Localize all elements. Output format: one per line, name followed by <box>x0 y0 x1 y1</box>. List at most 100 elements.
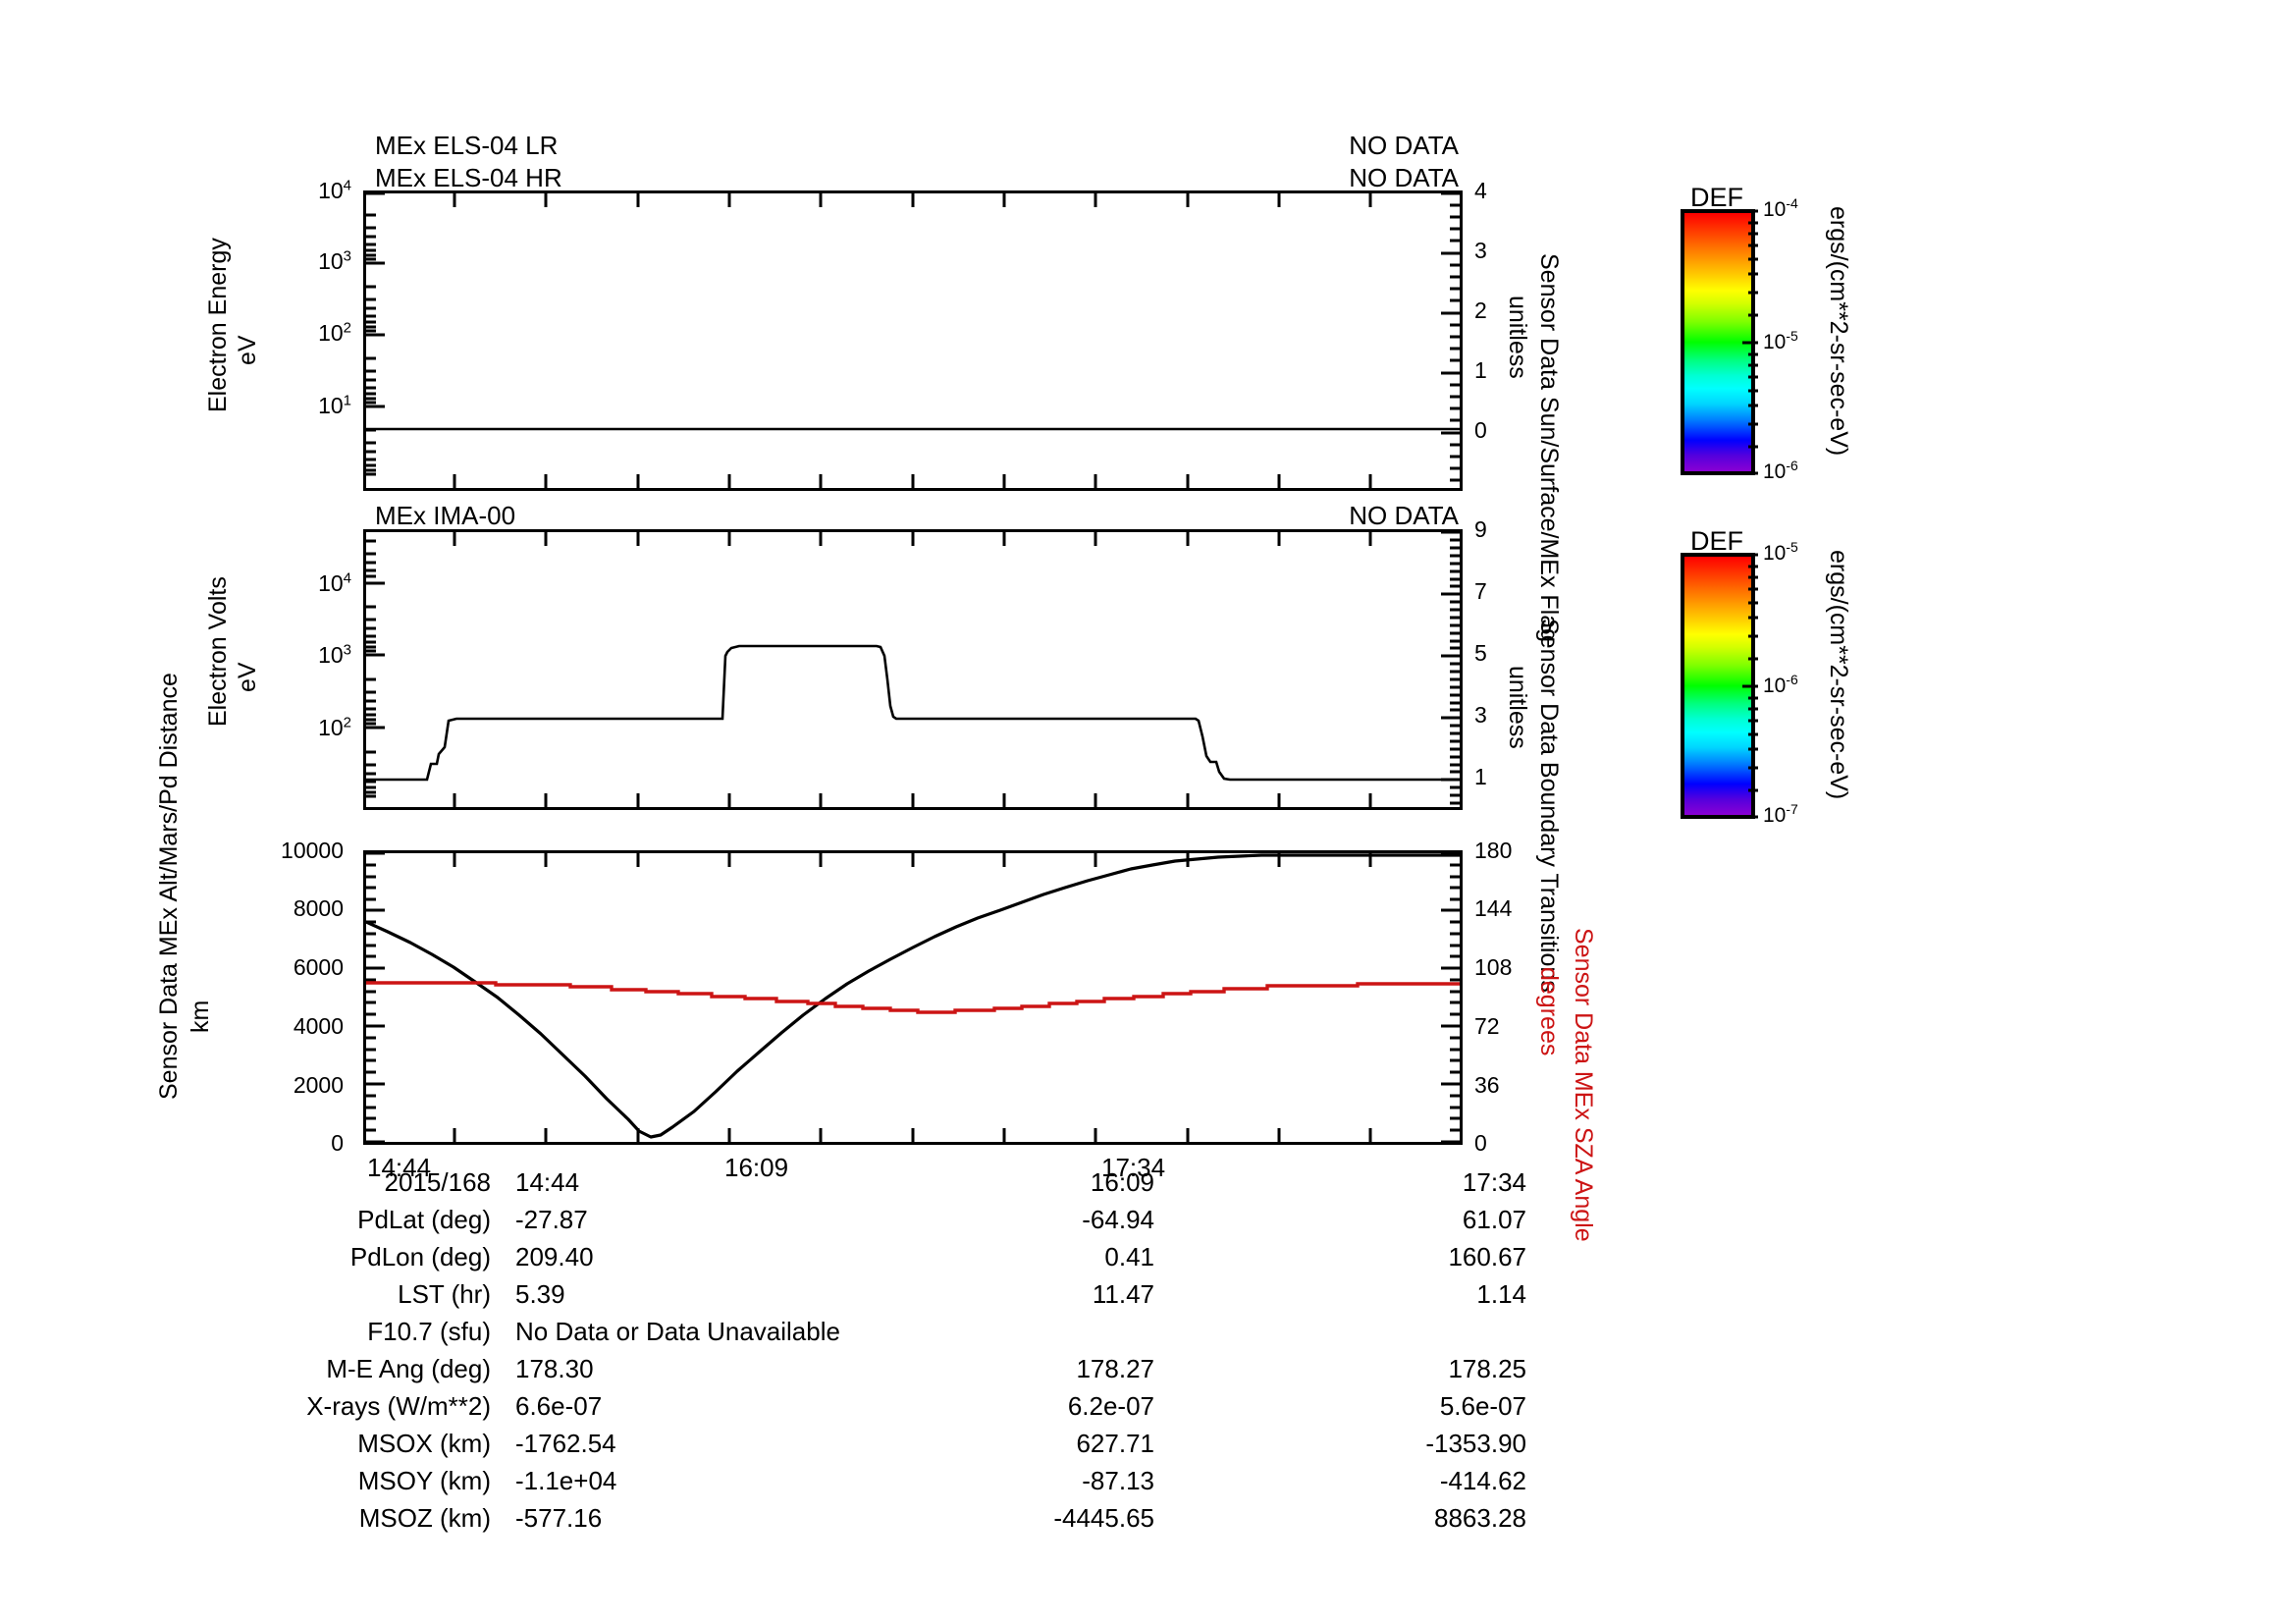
panel-3-right-ytick-36: 36 <box>1474 1072 1500 1098</box>
table-row: MSOX (km) -1762.54 627.71 -1353.90 <box>0 1425 1526 1462</box>
panel-1-right-ytick-1: 1 <box>1474 357 1487 383</box>
panel-3-right-ytick-0: 0 <box>1474 1130 1487 1156</box>
panel-3-right-ytick-108: 108 <box>1474 954 1513 980</box>
row-value-1: 627.71 <box>1076 1429 1154 1458</box>
panel-1-right-ytick-4: 4 <box>1474 178 1487 203</box>
colorbar-1-units: ergs/(cm**2-sr-sec-eV) <box>1825 206 1852 457</box>
panel-2-ytick-1: 103 <box>318 641 351 668</box>
panel-3-frame <box>363 850 1463 1145</box>
table-row: PdLat (deg) -27.87 -64.94 61.07 <box>0 1201 1526 1238</box>
panel-3-right-axis-units: degrees <box>1535 967 1563 1056</box>
row-value-2: 1.14 <box>1476 1279 1526 1309</box>
colorbar-1-tick-1: 10-5 <box>1763 328 1798 353</box>
panel-2-data-line <box>366 644 1460 782</box>
panel-1-ytick-0: 104 <box>318 177 351 203</box>
row-label: MSOZ (km) <box>358 1503 491 1533</box>
panel-3-ytick-8000: 8000 <box>293 895 344 921</box>
panel-1-ytick-1: 103 <box>318 247 351 274</box>
colorbar-2-tick-2: 10-7 <box>1763 801 1798 827</box>
panel-1-right-ytick-0: 0 <box>1474 417 1487 443</box>
panel-1-right-axis-units: unitless <box>1504 296 1531 379</box>
colorbar-1-title: DEF <box>1690 183 1743 212</box>
panel-3-right-ytick-144: 144 <box>1474 895 1513 921</box>
table-row: X-rays (W/m**2) 6.6e-07 6.2e-07 5.6e-07 <box>0 1387 1526 1425</box>
row-value-2: -414.62 <box>1439 1466 1526 1495</box>
row-value-0: 14:44 <box>515 1167 580 1197</box>
table-row: MSOY (km) -1.1e+04 -87.13 -414.62 <box>0 1462 1526 1499</box>
panel-2-right-axis-units: unitless <box>1504 666 1531 749</box>
row-value-2: 178.25 <box>1448 1354 1526 1383</box>
panel-3-right-axis-title: Sensor Data MEx SZA Angle <box>1570 928 1597 1242</box>
row-value-0: 5.39 <box>515 1279 565 1309</box>
row-label: PdLon (deg) <box>349 1242 491 1271</box>
row-value-2: 61.07 <box>1462 1205 1526 1234</box>
row-label: 2015/168 <box>384 1167 491 1197</box>
colorbar-2-tick-0: 10-5 <box>1763 539 1798 565</box>
panel-2-ytick-2: 102 <box>318 714 351 740</box>
row-value-1: 178.27 <box>1076 1354 1154 1383</box>
row-value-1: 16:09 <box>1090 1167 1154 1197</box>
colorbar-1-tick-2: 10-6 <box>1763 458 1798 483</box>
panel-3-ytick-0: 0 <box>331 1130 344 1156</box>
panel-2-right-ytick-1: 1 <box>1474 764 1487 789</box>
colorbar-2-tick-1: 10-6 <box>1763 672 1798 697</box>
panel-1-right-ytick-2: 2 <box>1474 298 1487 323</box>
row-value-1: 0.41 <box>1104 1242 1154 1271</box>
table-row: MSOZ (km) -577.16 -4445.65 8863.28 <box>0 1499 1526 1537</box>
panel-2-left-axis-units: eV <box>234 662 261 692</box>
table-row: 2015/168 14:44 16:09 17:34 <box>0 1163 1526 1201</box>
colorbar-2-title: DEF <box>1690 526 1743 556</box>
row-value-2: 160.67 <box>1448 1242 1526 1271</box>
panel-3-ytick-6000: 6000 <box>293 954 344 980</box>
table-row: F10.7 (sfu) No Data or Data Unavailable <box>0 1313 1217 1350</box>
row-value-0: 6.6e-07 <box>515 1391 603 1421</box>
panel-3-left-axis-title: Sensor Data MEx Alt/Mars/Pd Distance <box>155 673 183 1100</box>
panel-2-left-axis-title: Electron Volts <box>204 576 232 727</box>
row-value-0: -27.87 <box>515 1205 588 1234</box>
panel-3-ticks <box>363 850 1463 1145</box>
row-value-0: -1.1e+04 <box>515 1466 617 1495</box>
row-value-2: 8863.28 <box>1434 1503 1526 1533</box>
row-value-2: 5.6e-07 <box>1439 1391 1526 1421</box>
panel-2-right-ytick-9: 9 <box>1474 516 1487 542</box>
row-value-2: 17:34 <box>1462 1167 1526 1197</box>
panel-1-ticks <box>363 190 1463 491</box>
row-value-1: -4445.65 <box>1053 1503 1154 1533</box>
xaxis-tick-label-2: 17:34 <box>1101 1153 1166 1182</box>
panel-3-ytick-4000: 4000 <box>293 1013 344 1039</box>
panel-1-ytick-3: 101 <box>318 392 351 418</box>
altitude-curve <box>366 853 1460 1139</box>
panel-2-right-axis-title: Sensor Data Boundary Transitions <box>1535 619 1563 993</box>
row-value-wide: No Data or Data Unavailable <box>515 1317 840 1346</box>
panel-2-right-ytick-7: 7 <box>1474 578 1487 604</box>
table-row: PdLon (deg) 209.40 0.41 160.67 <box>0 1238 1526 1275</box>
row-label: M-E Ang (deg) <box>326 1354 491 1383</box>
panel-1-left-axis-units: eV <box>234 335 261 365</box>
xaxis-tick-label-1: 16:09 <box>724 1153 789 1182</box>
row-label: F10.7 (sfu) <box>367 1317 491 1346</box>
panel-1-header-1: MEx ELS-04 HR <box>375 163 562 192</box>
panel-2-ticks <box>363 529 1463 810</box>
panel-3-right-ytick-180: 180 <box>1474 838 1513 863</box>
panel-1-status-1: NO DATA <box>1349 163 1459 192</box>
colorbar-1-tick-0: 10-4 <box>1763 195 1798 221</box>
panel-2-ytick-0: 104 <box>318 569 351 596</box>
row-value-2: -1353.90 <box>1425 1429 1526 1458</box>
row-value-1: -87.13 <box>1082 1466 1154 1495</box>
row-value-1: 6.2e-07 <box>1067 1391 1154 1421</box>
panel-2-status-0: NO DATA <box>1349 501 1459 530</box>
panel-1-right-axis-title: Sensor Data Sun/Surface/MEx Flag <box>1535 253 1563 643</box>
panel-3-ytick-10000: 10000 <box>281 838 344 863</box>
row-label: PdLat (deg) <box>357 1205 491 1234</box>
row-label: MSOX (km) <box>357 1429 491 1458</box>
sza-curve <box>366 981 1460 1014</box>
table-row: LST (hr) 5.39 11.47 1.14 <box>0 1275 1526 1313</box>
panel-1-ytick-2: 102 <box>318 319 351 346</box>
panel-1-left-axis-title: Electron Energy <box>204 238 232 412</box>
row-value-0: 178.30 <box>515 1354 594 1383</box>
panel-2-header-0: MEx IMA-00 <box>375 501 516 530</box>
row-value-0: 209.40 <box>515 1242 594 1271</box>
panel-3-right-ytick-72: 72 <box>1474 1013 1500 1039</box>
colorbar-1-gradient <box>1681 209 1755 475</box>
